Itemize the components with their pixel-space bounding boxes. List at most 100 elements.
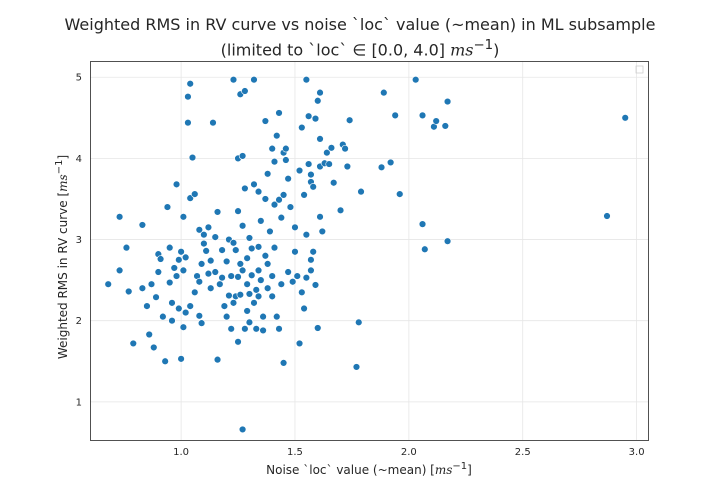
y-tick-label: 1 — [76, 397, 82, 408]
data-point — [603, 212, 611, 220]
data-point — [304, 112, 313, 120]
data-point — [179, 213, 188, 221]
y-tick-label: 5 — [76, 73, 82, 84]
data-point — [311, 114, 320, 123]
data-point — [204, 269, 213, 278]
data-point — [380, 88, 388, 97]
data-point — [357, 187, 365, 196]
data-point — [268, 292, 276, 301]
data-point — [186, 194, 194, 202]
data-point — [202, 247, 210, 255]
ylabel-suffix: ] — [56, 154, 70, 160]
data-point — [175, 256, 183, 264]
data-point — [125, 287, 133, 296]
data-point — [259, 326, 267, 335]
data-point — [270, 243, 279, 252]
data-point — [396, 190, 404, 198]
data-point — [227, 325, 235, 333]
data-point — [163, 203, 172, 211]
x-tick-label: 2.0 — [401, 447, 417, 458]
data-point — [302, 273, 311, 282]
data-point — [284, 268, 292, 276]
data-point — [195, 226, 204, 234]
data-point — [314, 97, 322, 105]
data-point — [307, 266, 315, 275]
data-point — [234, 338, 242, 346]
data-point — [207, 284, 215, 292]
tick-labels: 1.0 1.5 2.0 2.5 3.0 1 2 3 4 5 — [76, 73, 645, 458]
data-point — [418, 220, 427, 228]
y-tick-label: 3 — [76, 235, 82, 246]
data-point — [166, 243, 174, 252]
data-point — [213, 355, 222, 364]
data-point — [252, 286, 260, 294]
data-point — [181, 253, 190, 262]
data-point — [277, 213, 286, 222]
data-point — [421, 245, 429, 253]
data-point — [238, 222, 247, 230]
subtitle-unit-exponent: −1 — [473, 38, 494, 53]
data-point — [195, 312, 204, 320]
data-point — [254, 243, 263, 251]
data-point — [245, 318, 254, 327]
data-point — [195, 278, 204, 286]
legend-box — [635, 65, 644, 74]
data-point — [273, 312, 281, 321]
data-point — [122, 243, 131, 252]
data-point — [286, 203, 295, 211]
data-point — [300, 304, 308, 313]
data-point — [300, 191, 308, 199]
data-point — [443, 97, 452, 106]
data-point — [418, 111, 427, 120]
data-point — [191, 288, 199, 296]
x-tick-label: 1.0 — [173, 447, 189, 458]
data-point — [213, 208, 222, 216]
data-point — [295, 166, 304, 175]
data-point — [186, 302, 194, 310]
data-point — [156, 255, 165, 263]
data-point — [147, 280, 156, 288]
data-point — [355, 318, 363, 327]
data-point — [277, 280, 286, 288]
data-point — [266, 227, 274, 236]
ylabel-unit-exponent: −1 — [54, 159, 65, 175]
data-point — [254, 292, 263, 301]
data-point — [304, 160, 313, 168]
data-point — [188, 153, 197, 162]
data-point — [229, 239, 238, 247]
data-point — [159, 312, 167, 321]
y-axis-label: Weighted RMS in RV curve [ms−1] — [54, 107, 70, 407]
data-point — [257, 276, 265, 284]
data-point — [211, 268, 219, 276]
data-point — [275, 196, 283, 204]
data-point — [236, 291, 245, 299]
data-point — [250, 180, 258, 189]
y-tick-label: 2 — [76, 316, 82, 327]
data-point — [341, 144, 349, 153]
data-point — [441, 122, 449, 130]
data-point — [621, 114, 629, 122]
data-point — [316, 135, 324, 143]
data-point — [345, 116, 354, 124]
grid-lines — [90, 61, 648, 440]
data-point — [245, 234, 254, 242]
data-point — [254, 266, 263, 275]
data-point — [234, 207, 242, 215]
data-point — [168, 299, 176, 307]
data-point — [238, 152, 247, 160]
data-point — [275, 325, 283, 333]
data-point — [327, 144, 336, 152]
data-point — [311, 281, 320, 289]
data-point — [268, 272, 276, 280]
data-point — [236, 260, 245, 268]
data-point — [218, 273, 226, 282]
data-point — [243, 280, 251, 288]
data-point — [229, 299, 238, 307]
data-point — [197, 319, 206, 327]
xlabel-unit: ms — [434, 463, 453, 477]
data-point — [150, 343, 158, 352]
y-tick-label: 4 — [76, 154, 82, 165]
data-point — [168, 317, 176, 325]
data-point — [316, 88, 324, 97]
